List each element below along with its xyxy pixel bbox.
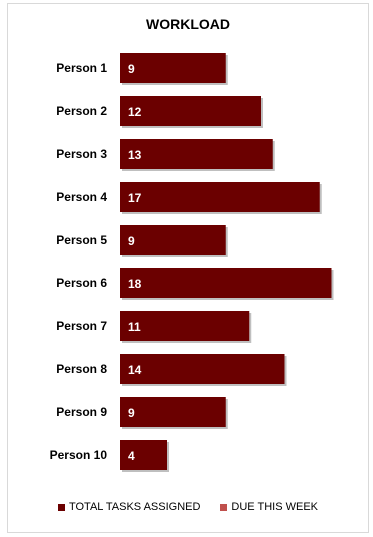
bar-2	[120, 96, 261, 126]
data-label: 9	[128, 406, 135, 420]
data-label: 13	[128, 148, 142, 162]
data-label: 9	[128, 62, 135, 76]
category-label: Person 10	[50, 448, 108, 462]
bar-10	[120, 440, 167, 470]
legend-label-total: TOTAL TASKS ASSIGNED	[68, 501, 201, 513]
legend-item-total: TOTAL TASKS ASSIGNED	[57, 501, 201, 513]
legend: TOTAL TASKS ASSIGNED DUE THIS WEEK	[8, 501, 368, 513]
data-label: 12	[128, 105, 142, 119]
bar-5	[120, 225, 226, 255]
category-label: Person 5	[56, 233, 107, 247]
bar-8	[120, 354, 285, 384]
category-label: Person 1	[56, 61, 107, 75]
legend-item-due: DUE THIS WEEK	[220, 501, 318, 513]
data-label: 14	[128, 363, 142, 377]
category-label: Person 9	[56, 405, 107, 419]
bar-3	[120, 139, 273, 169]
bar-1	[120, 53, 226, 83]
category-label: Person 7	[56, 319, 107, 333]
bar-4	[120, 182, 320, 212]
chart-title: WORKLOAD	[146, 16, 230, 32]
bar-6	[120, 268, 332, 298]
data-label: 11	[128, 320, 141, 334]
data-label: 17	[128, 191, 142, 205]
legend-swatch-total	[57, 503, 65, 511]
data-label: 18	[128, 277, 142, 291]
category-label: Person 8	[56, 362, 107, 376]
bar-9	[120, 397, 226, 427]
legend-label-due: DUE THIS WEEK	[231, 501, 319, 513]
data-label: 9	[128, 234, 135, 248]
data-label: 4	[128, 449, 135, 463]
bar-7	[120, 311, 250, 341]
legend-swatch-due	[220, 503, 228, 511]
category-label: Person 3	[56, 147, 107, 161]
category-label: Person 2	[56, 104, 107, 118]
category-label: Person 4	[56, 190, 107, 204]
category-label: Person 6	[56, 276, 107, 290]
